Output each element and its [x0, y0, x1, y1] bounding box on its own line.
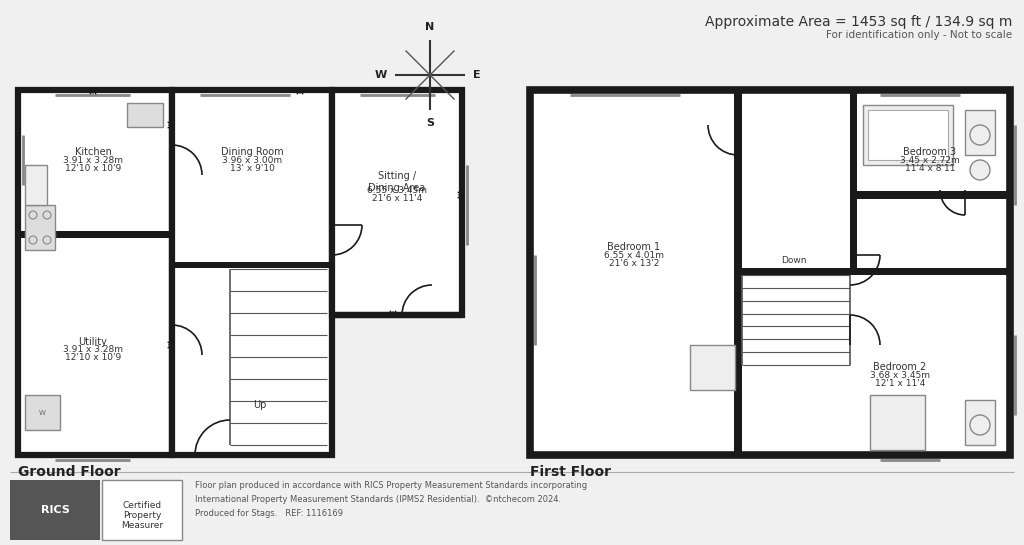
Bar [530, 90, 1010, 455]
Circle shape [970, 415, 990, 435]
Text: Property: Property [123, 511, 161, 519]
Text: 13' x 9'10: 13' x 9'10 [229, 164, 274, 173]
Bar [25, 395, 60, 430]
Bar [172, 262, 332, 268]
Text: Measurer: Measurer [121, 520, 163, 530]
Bar [738, 268, 1010, 275]
Bar [25, 165, 47, 205]
Circle shape [970, 160, 990, 180]
Text: 3.91 x 3.28m: 3.91 x 3.28m [63, 155, 123, 165]
Text: S: S [426, 118, 434, 128]
Text: Floor plan produced in accordance with RICS Property Measurement Standards incor: Floor plan produced in accordance with R… [195, 481, 587, 489]
Text: W: W [39, 410, 45, 416]
Text: RICS: RICS [41, 505, 70, 515]
Text: Utility: Utility [79, 337, 108, 347]
Bar [332, 90, 462, 315]
Bar [850, 191, 1010, 199]
Text: 6.55 x 3.45m: 6.55 x 3.45m [367, 185, 427, 195]
Text: 12'10 x 10'9: 12'10 x 10'9 [65, 164, 121, 173]
Text: Down: Down [781, 256, 807, 264]
Text: Sitting /
Dining Area: Sitting / Dining Area [369, 171, 426, 193]
Circle shape [970, 125, 990, 145]
Text: Ground Floor: Ground Floor [18, 465, 121, 479]
Text: Certified: Certified [123, 500, 162, 510]
Text: First Floor: First Floor [530, 465, 611, 479]
Bar [10, 480, 100, 540]
Text: 3.68 x 3.45m: 3.68 x 3.45m [870, 371, 930, 379]
Bar [850, 90, 857, 268]
Bar [18, 90, 172, 455]
Bar [18, 231, 172, 238]
Bar [690, 345, 735, 390]
Bar [734, 275, 742, 455]
Text: W: W [375, 70, 387, 80]
Bar [870, 395, 925, 450]
Text: Approximate Area = 1453 sq ft / 134.9 sq m: Approximate Area = 1453 sq ft / 134.9 sq… [705, 15, 1012, 29]
Text: Bedroom 2: Bedroom 2 [873, 362, 927, 372]
Text: 3.91 x 3.28m: 3.91 x 3.28m [63, 346, 123, 354]
Bar [127, 103, 163, 127]
Text: Bedroom 1: Bedroom 1 [607, 242, 660, 252]
Text: 21'6 x 11'4: 21'6 x 11'4 [372, 193, 422, 203]
Text: E: E [473, 70, 480, 80]
Bar [863, 105, 953, 165]
Bar [734, 90, 742, 275]
Text: Up: Up [253, 400, 266, 410]
Text: 11'4 x 8'11: 11'4 x 8'11 [905, 164, 955, 173]
Bar [25, 205, 55, 250]
Text: International Property Measurement Standards (IPMS2 Residential).  ©ntchecom 202: International Property Measurement Stand… [195, 494, 561, 504]
Bar [868, 110, 948, 160]
Text: 12'1 x 11'4: 12'1 x 11'4 [874, 378, 926, 387]
Bar [965, 400, 995, 445]
Text: Bedroom 3: Bedroom 3 [903, 147, 956, 157]
Text: Produced for Stags.   REF: 1116169: Produced for Stags. REF: 1116169 [195, 508, 343, 518]
Bar [102, 480, 182, 540]
Text: N: N [425, 22, 434, 32]
Text: 6.55 x 4.01m: 6.55 x 4.01m [604, 251, 664, 259]
Text: 21'6 x 13'2: 21'6 x 13'2 [609, 258, 659, 268]
Bar [172, 90, 332, 455]
Text: Kitchen: Kitchen [75, 147, 112, 157]
Text: 3.96 x 3.00m: 3.96 x 3.00m [222, 155, 282, 165]
Text: 12'10 x 10'9: 12'10 x 10'9 [65, 354, 121, 362]
Text: 3.45 x 2.72m: 3.45 x 2.72m [900, 155, 959, 165]
Text: For identification only - Not to scale: For identification only - Not to scale [826, 30, 1012, 40]
Text: Dining Room: Dining Room [221, 147, 284, 157]
Bar [965, 110, 995, 155]
